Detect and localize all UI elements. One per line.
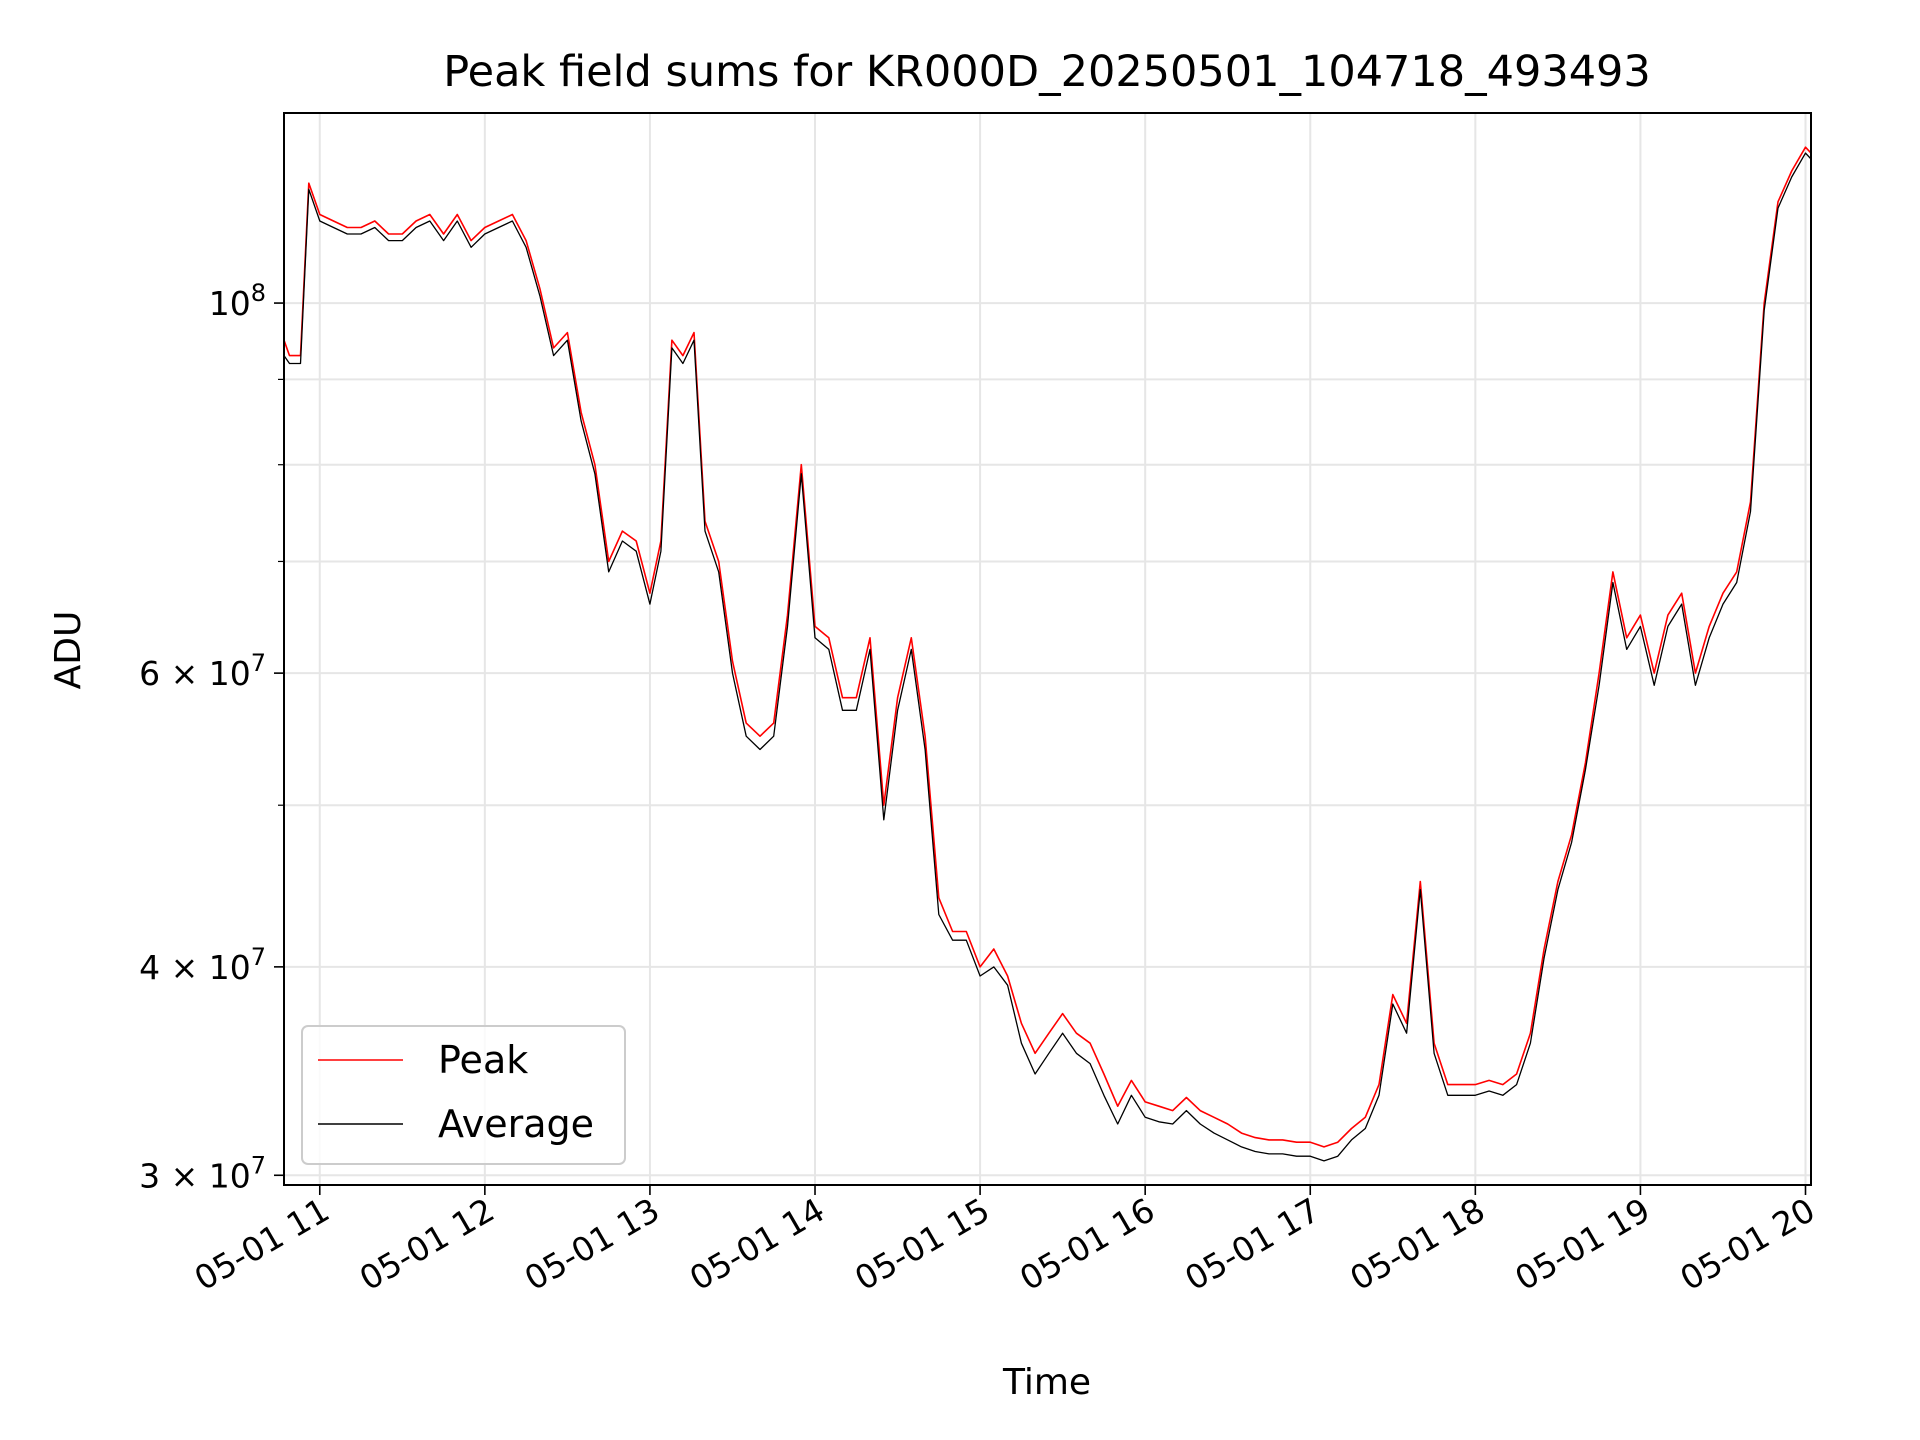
- plot-area-background: [284, 113, 1811, 1185]
- y-tick-label: 4 × 107: [139, 943, 266, 987]
- y-tick-mantissa: 6 × 10: [139, 654, 251, 693]
- y-tick-label: 108: [209, 279, 266, 323]
- y-tick-mantissa: 4 × 10: [139, 948, 251, 987]
- legend-label-peak: Peak: [438, 1038, 528, 1082]
- plot-frame: [283, 112, 1812, 1186]
- y-tick-exponent: 7: [251, 1151, 266, 1179]
- y-tick-label: 3 × 107: [139, 1151, 266, 1195]
- legend: Peak Average: [301, 1025, 626, 1165]
- legend-label-average: Average: [438, 1102, 594, 1146]
- y-tick-exponent: 7: [251, 943, 266, 971]
- x-axis-title: Time: [1002, 1362, 1091, 1403]
- y-tick-exponent: 8: [251, 279, 266, 307]
- y-tick-label: 6 × 107: [139, 649, 266, 693]
- series-group: [284, 146, 1811, 1162]
- series-line-average: [284, 152, 1811, 1162]
- y-tick-mantissa: 10: [209, 284, 251, 323]
- series-line-peak: [284, 146, 1811, 1148]
- y-tick-exponent: 7: [251, 649, 266, 677]
- chart-title: Peak field sums for KR000D_20250501_1047…: [443, 47, 1651, 97]
- y-axis-title: ADU: [48, 611, 89, 690]
- y-tick-mantissa: 3 × 10: [139, 1156, 251, 1195]
- grid: [284, 113, 1811, 1185]
